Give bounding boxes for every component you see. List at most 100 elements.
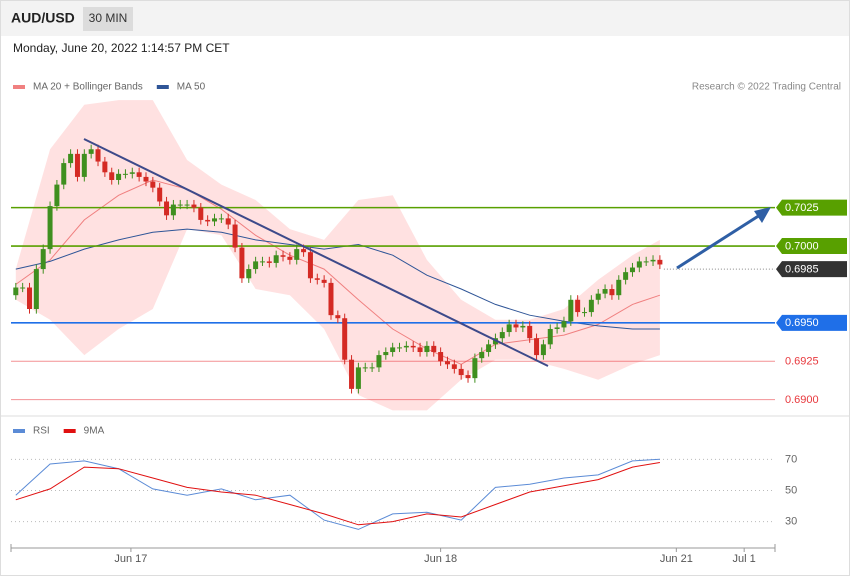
legend-label: MA 50: [177, 82, 206, 93]
legend-swatch: [13, 429, 25, 433]
candle-body: [239, 247, 245, 279]
candle-body: [129, 172, 135, 174]
candle-body: [232, 224, 238, 248]
level-label: 0.7025: [785, 202, 819, 214]
candle-body: [506, 324, 512, 333]
level-tag: [776, 199, 847, 216]
candle-body: [280, 255, 286, 257]
annotations: [83, 138, 771, 367]
candle-body: [444, 361, 450, 365]
plot: 0.7025 0.7000 0.6985 0.6950 0.6925 0.6900 MA 2…: [10, 82, 847, 565]
candle-body: [164, 201, 170, 216]
candle-body: [266, 261, 272, 263]
candle-body: [431, 345, 437, 353]
candle-body: [657, 259, 663, 265]
candle-body: [616, 279, 622, 296]
indicator-line: [15, 458, 660, 530]
level-label: 0.6950: [785, 317, 819, 329]
candle-body: [198, 207, 204, 220]
level-tag: [776, 314, 847, 331]
candle-body: [54, 184, 60, 207]
candle-body: [307, 252, 313, 279]
x-tick-label: Jul 1: [733, 553, 756, 565]
candle-body: [184, 204, 190, 206]
candle-body: [362, 367, 368, 369]
candle-body: [623, 272, 629, 280]
x-tick-label: Jun 17: [114, 553, 147, 565]
candle-body: [383, 352, 389, 356]
level-tag: [776, 261, 847, 278]
candle-body: [301, 249, 307, 253]
candle-body: [225, 218, 231, 225]
candle-body: [191, 204, 197, 208]
candle-body: [582, 312, 588, 314]
candle-body: [520, 325, 526, 328]
candle-body: [81, 153, 87, 177]
candle-body: [534, 338, 540, 356]
x-tick-label: Jun 18: [424, 553, 457, 565]
candle-body: [609, 289, 615, 296]
candle-body: [451, 364, 457, 369]
candle-body: [109, 172, 115, 180]
level-label: 0.6925: [785, 356, 819, 368]
legend-label: 9MA: [84, 426, 105, 437]
candle-body: [20, 287, 26, 289]
candle-body: [143, 176, 149, 182]
candle-body: [575, 299, 581, 313]
forecast-arrow: [676, 213, 761, 270]
candle-body: [602, 289, 608, 294]
bollinger-band: [15, 100, 660, 411]
candle-body: [458, 368, 464, 376]
subtitle: Monday, June 20, 2022 1:14:57 PM CET: [13, 41, 230, 55]
candle-body: [212, 218, 218, 222]
candle-body: [417, 347, 423, 353]
candle-body: [122, 173, 128, 175]
candle-body: [95, 149, 101, 162]
legend-label: MA 20 + Bollinger Bands: [33, 82, 143, 93]
candle-body: [472, 358, 478, 379]
chart-title: AUD/USD: [11, 10, 75, 26]
candle-body: [150, 181, 156, 188]
candle-body: [479, 352, 485, 359]
y-tick-label: 70: [785, 453, 797, 465]
candle-body: [116, 173, 122, 180]
candle-body: [397, 347, 403, 349]
candle-body: [499, 332, 505, 339]
candle-body: [410, 345, 416, 348]
moving-average: [15, 179, 661, 365]
arrow-head: [754, 207, 771, 223]
candle-body: [102, 161, 108, 173]
candle-body: [376, 355, 382, 368]
candle-body: [438, 352, 444, 362]
candle-body: [355, 367, 361, 389]
legend-swatch: [63, 429, 76, 433]
candle-body: [74, 153, 80, 177]
candle-body: [561, 321, 567, 328]
candle-body: [513, 324, 519, 328]
candle-body: [259, 261, 265, 263]
x-tick-label: Jun 21: [660, 553, 693, 565]
candle-body: [40, 249, 46, 270]
candle-body: [636, 261, 642, 268]
candle-body: [273, 255, 279, 263]
candle-body: [369, 367, 375, 369]
candle-body: [349, 359, 355, 389]
candle-body: [61, 163, 67, 185]
candle-body: [205, 219, 211, 222]
candle-body: [527, 325, 533, 339]
candle-body: [390, 347, 396, 353]
legend-swatch: [13, 85, 25, 89]
candle-body: [335, 315, 341, 319]
trend-line: [83, 138, 549, 367]
candle-body: [287, 256, 293, 260]
interval: 30 MIN: [89, 11, 128, 25]
candle-body: [246, 269, 252, 279]
candle-body: [136, 172, 142, 177]
candle-body: [88, 149, 94, 154]
candle-body: [595, 293, 601, 300]
candle-body: [486, 344, 492, 353]
level-label: 0.7000: [785, 240, 819, 252]
candle-body: [588, 299, 594, 313]
